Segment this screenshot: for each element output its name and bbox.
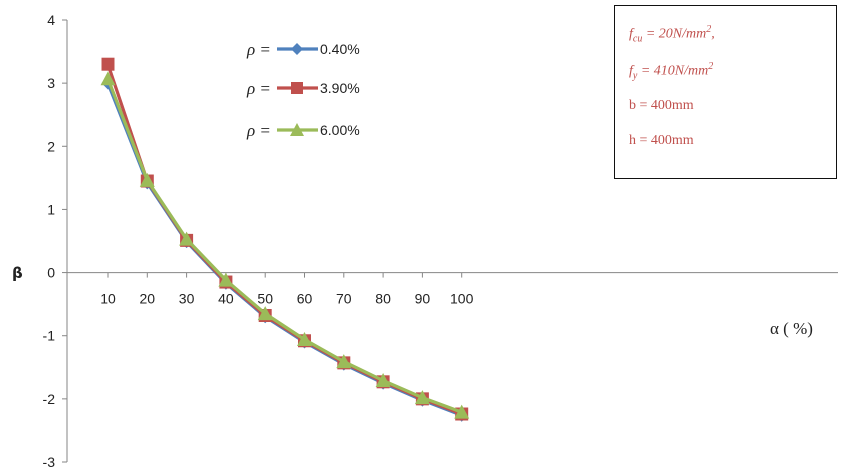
series-line	[106, 63, 463, 416]
data-point	[218, 272, 234, 287]
x-tick-label: 40	[218, 291, 234, 307]
data-point	[290, 123, 304, 136]
x-tick-label: 10	[100, 291, 116, 307]
legend-prefix: ρ =	[246, 40, 271, 59]
y-tick-label: -3	[43, 454, 56, 470]
data-point	[336, 354, 352, 369]
y-axis-label: β	[12, 264, 23, 282]
data-point	[100, 71, 116, 86]
b-note: b = 400mm	[629, 98, 694, 113]
data-point	[101, 57, 115, 71]
legend-prefix: ρ =	[246, 79, 271, 98]
y-tick-label: -2	[43, 391, 56, 407]
data-point	[291, 43, 303, 55]
legend-prefix: ρ =	[246, 121, 271, 140]
y-tick-label: -1	[43, 328, 56, 344]
series-line	[106, 82, 463, 417]
y-tick-label: 3	[47, 75, 55, 91]
y-tick-label: 4	[47, 12, 55, 28]
fy-note: fy = 410N/mm2	[629, 61, 714, 82]
x-tick-label: 70	[336, 291, 352, 307]
data-point	[454, 404, 470, 419]
legend-label: 6.00%	[320, 122, 360, 138]
data-point	[291, 82, 303, 94]
x-tick-label: 90	[415, 291, 431, 307]
h-note: h = 400mm	[629, 133, 694, 148]
data-point	[139, 172, 155, 187]
legend-label: 0.40%	[320, 41, 360, 57]
parameters-box: fcu = 20N/mm2, fy = 410N/mm2 b = 400mm h…	[614, 5, 837, 179]
data-point	[257, 306, 273, 321]
data-point	[375, 373, 391, 388]
series-line	[106, 78, 463, 414]
legend-item-3: ρ = 6.00%	[246, 121, 360, 140]
fcu-note: fcu = 20N/mm2,	[629, 24, 715, 45]
legend-item-2: ρ = 3.90%	[246, 79, 360, 98]
data-point	[179, 231, 195, 246]
x-tick-label: 100	[450, 291, 474, 307]
x-tick-label: 80	[375, 291, 391, 307]
x-tick-label: 50	[257, 291, 273, 307]
y-tick-label: 0	[47, 265, 55, 281]
x-axis-label: α ( %)	[770, 319, 813, 338]
x-tick-label: 30	[179, 291, 195, 307]
y-tick-label: 2	[47, 138, 55, 154]
y-tick-label: 1	[47, 201, 55, 217]
series-3	[100, 71, 470, 419]
legend-item-1: ρ = 0.40%	[246, 40, 360, 59]
x-tick-label: 20	[140, 291, 156, 307]
data-point	[414, 390, 430, 405]
x-tick-label: 60	[297, 291, 313, 307]
data-point	[297, 332, 312, 347]
series-layer	[100, 57, 470, 422]
legend-label: 3.90%	[320, 80, 360, 96]
legend: ρ = 0.40% ρ = 3.90% ρ = 6.00%	[246, 40, 360, 140]
series-2	[101, 57, 469, 421]
